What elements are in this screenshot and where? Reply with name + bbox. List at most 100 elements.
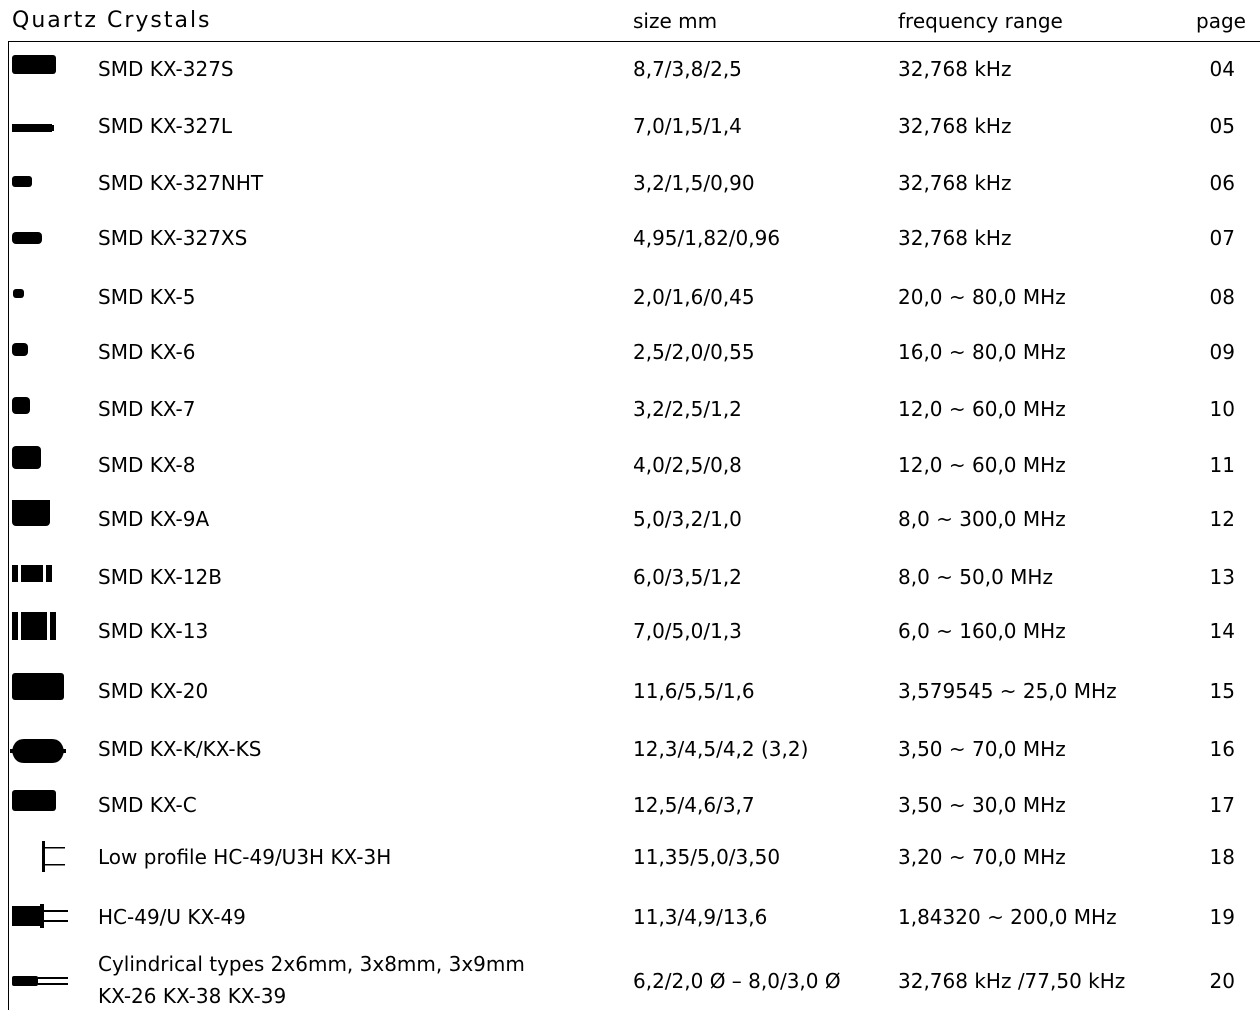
product-name: SMD KX-13 [98, 619, 209, 643]
table-row: SMD KX-8 4,0/2,5/0,8 12,0 ~ 60,0 MHz 11 [0, 446, 1260, 486]
smd-notched-icon [10, 558, 70, 598]
product-page: 09 [1209, 340, 1235, 364]
smd-oval-icon [10, 730, 70, 770]
cylindrical-crystal-icon [10, 966, 70, 1006]
product-size: 6,0/3,5/1,2 [633, 565, 742, 589]
smd-large-square-icon [10, 500, 70, 540]
product-name: SMD KX-7 [98, 397, 196, 421]
table-row: SMD KX-5 2,0/1,6/0,45 20,0 ~ 80,0 MHz 08 [0, 278, 1260, 318]
product-frequency: 8,0 ~ 300,0 MHz [898, 507, 1066, 531]
table-row: SMD KX-6 2,5/2,0/0,55 16,0 ~ 80,0 MHz 09 [0, 333, 1260, 373]
product-frequency: 1,84320 ~ 200,0 MHz [898, 905, 1117, 929]
product-frequency: 32,768 kHz [898, 57, 1012, 81]
smd-large-notched-icon [10, 612, 70, 652]
left-border [8, 41, 9, 1010]
table-row: Cylindrical types 2x6mm, 3x8mm, 3x9mm KX… [0, 940, 1260, 1010]
product-page: 19 [1209, 905, 1235, 929]
product-page: 15 [1209, 679, 1235, 703]
product-size: 11,6/5,5/1,6 [633, 679, 755, 703]
table-row: SMD KX-327S 8,7/3,8/2,5 32,768 kHz 04 [0, 50, 1260, 90]
product-page: 05 [1209, 114, 1235, 138]
product-frequency: 3,50 ~ 30,0 MHz [898, 793, 1066, 817]
product-frequency: 20,0 ~ 80,0 MHz [898, 285, 1066, 309]
product-name: SMD KX-K/KX-KS [98, 737, 262, 761]
product-size: 7,0/1,5/1,4 [633, 114, 742, 138]
smd-tiny-icon [10, 278, 70, 318]
product-size: 6,2/2,0 Ø – 8,0/3,0 Ø [633, 969, 841, 993]
product-page: 12 [1209, 507, 1235, 531]
table-row: Low profile HC-49/U3H KX-3H 11,35/5,0/3,… [0, 838, 1260, 878]
product-name: SMD KX-327NHT [98, 171, 264, 195]
table-row: SMD KX-K/KX-KS 12,3/4,5/4,2 (3,2) 3,50 ~… [0, 730, 1260, 770]
table-row: SMD KX-12B 6,0/3,5/1,2 8,0 ~ 50,0 MHz 13 [0, 558, 1260, 598]
product-frequency: 3,579545 ~ 25,0 MHz [898, 679, 1117, 703]
product-frequency: 16,0 ~ 80,0 MHz [898, 340, 1066, 364]
product-size: 7,0/5,0/1,3 [633, 619, 742, 643]
product-frequency: 32,768 kHz [898, 171, 1012, 195]
product-page: 13 [1209, 565, 1235, 589]
product-frequency: 3,20 ~ 70,0 MHz [898, 845, 1066, 869]
product-size: 2,5/2,0/0,55 [633, 340, 755, 364]
table-row: SMD KX-327NHT 3,2/1,5/0,90 32,768 kHz 06 [0, 164, 1260, 204]
product-size: 3,2/1,5/0,90 [633, 171, 755, 195]
product-page: 14 [1209, 619, 1235, 643]
product-name-line2: KX-26 KX-38 KX-39 [98, 984, 287, 1008]
product-name: Cylindrical types 2x6mm, 3x8mm, 3x9mm KX… [98, 948, 525, 1012]
product-name: SMD KX-327XS [98, 226, 248, 250]
product-name: SMD KX-5 [98, 285, 196, 309]
product-frequency: 3,50 ~ 70,0 MHz [898, 737, 1066, 761]
product-name: SMD KX-327S [98, 57, 234, 81]
table-row: SMD KX-C 12,5/4,6/3,7 3,50 ~ 30,0 MHz 17 [0, 786, 1260, 826]
product-name: SMD KX-327L [98, 114, 233, 138]
product-frequency: 32,768 kHz [898, 114, 1012, 138]
smd-tiny-icon [10, 333, 70, 373]
product-size: 4,95/1,82/0,96 [633, 226, 781, 250]
table-row: SMD KX-327L 7,0/1,5/1,4 32,768 kHz 05 [0, 107, 1260, 147]
smd-rect-icon [10, 50, 70, 90]
smd-square-icon [10, 446, 70, 486]
product-size: 4,0/2,5/0,8 [633, 453, 742, 477]
product-page: 06 [1209, 171, 1235, 195]
smd-small-square-icon [10, 390, 70, 430]
product-page: 04 [1209, 57, 1235, 81]
product-size: 12,3/4,5/4,2 (3,2) [633, 737, 809, 761]
smd-small-icon [10, 164, 70, 204]
table-row: HC-49/U KX-49 11,3/4,9/13,6 1,84320 ~ 20… [0, 898, 1260, 938]
product-frequency: 32,768 kHz /77,50 kHz [898, 969, 1126, 993]
smd-small-icon [10, 219, 70, 259]
product-size: 5,0/3,2/1,0 [633, 507, 742, 531]
table-row: SMD KX-327XS 4,95/1,82/0,96 32,768 kHz 0… [0, 219, 1260, 259]
column-header-frequency: frequency range [898, 9, 1063, 33]
table-row: SMD KX-13 7,0/5,0/1,3 6,0 ~ 160,0 MHz 14 [0, 612, 1260, 652]
product-page: 08 [1209, 285, 1235, 309]
product-frequency: 12,0 ~ 60,0 MHz [898, 397, 1066, 421]
product-frequency: 8,0 ~ 50,0 MHz [898, 565, 1053, 589]
hc49-lowprofile-icon [10, 838, 70, 878]
product-size: 11,3/4,9/13,6 [633, 905, 768, 929]
product-size: 11,35/5,0/3,50 [633, 845, 781, 869]
product-size: 8,7/3,8/2,5 [633, 57, 742, 81]
hc49-icon [10, 898, 70, 938]
table-row: SMD KX-20 11,6/5,5/1,6 3,579545 ~ 25,0 M… [0, 672, 1260, 712]
product-name: SMD KX-8 [98, 453, 196, 477]
product-name: Low profile HC-49/U3H KX-3H [98, 845, 392, 869]
product-page: 17 [1209, 793, 1235, 817]
product-name-line1: Cylindrical types 2x6mm, 3x8mm, 3x9mm [98, 952, 525, 976]
product-page: 18 [1209, 845, 1235, 869]
product-size: 3,2/2,5/1,2 [633, 397, 742, 421]
product-name: HC-49/U KX-49 [98, 905, 246, 929]
smd-rect-icon [10, 786, 70, 826]
product-page: 10 [1209, 397, 1235, 421]
column-header-size: size mm [633, 9, 718, 33]
product-page: 11 [1209, 453, 1235, 477]
product-size: 2,0/1,6/0,45 [633, 285, 755, 309]
column-header-page: page [1196, 9, 1246, 33]
product-name: SMD KX-20 [98, 679, 209, 703]
smd-wide-icon [10, 672, 70, 712]
page-title: Quartz Crystals [12, 8, 212, 33]
product-size: 12,5/4,6/3,7 [633, 793, 755, 817]
product-frequency: 12,0 ~ 60,0 MHz [898, 453, 1066, 477]
product-page: 20 [1209, 969, 1235, 993]
header-divider [8, 41, 1260, 42]
product-page: 16 [1209, 737, 1235, 761]
